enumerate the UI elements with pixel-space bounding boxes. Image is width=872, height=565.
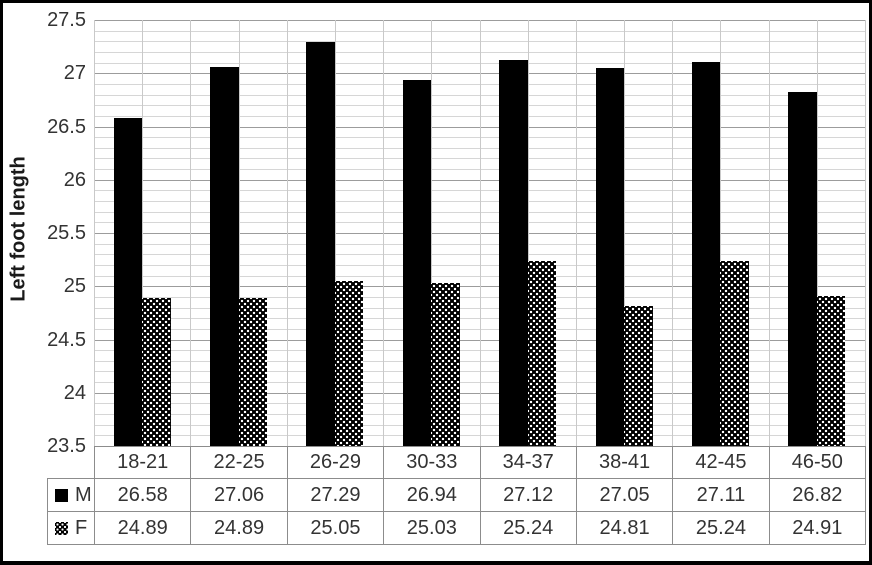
category-label: 18-21 <box>94 446 192 479</box>
gridline-vertical <box>286 20 288 446</box>
y-tick-label: 25.5 <box>47 222 86 244</box>
bar-f-18-21 <box>142 297 171 446</box>
gridline-vertical <box>527 20 529 446</box>
y-tick-label: 23.5 <box>47 435 86 457</box>
category-label: 38-41 <box>575 446 674 479</box>
value-f-38-41: 24.81 <box>575 511 674 545</box>
bar-m-30-33 <box>402 79 432 446</box>
category-label: 22-25 <box>190 446 288 479</box>
gridline-vertical <box>334 20 336 446</box>
y-tick-label: 25 <box>63 275 86 298</box>
legend-key-f: F <box>47 511 95 545</box>
bar-m-34-37 <box>499 60 528 446</box>
value-f-30-33: 25.03 <box>383 511 481 545</box>
value-m-18-21: 26.58 <box>94 478 192 512</box>
value-m-26-29: 27.29 <box>286 478 385 512</box>
category-label: 26-29 <box>286 446 385 479</box>
bar-m-18-21 <box>113 117 143 446</box>
category-label: 34-37 <box>479 446 577 479</box>
category-label: 46-50 <box>768 446 866 479</box>
bar-f-34-37 <box>527 260 557 446</box>
bar-m-38-41 <box>595 67 625 446</box>
gridline-vertical <box>238 20 240 446</box>
y-tick-label: 26.5 <box>47 115 86 138</box>
gridline-vertical <box>768 20 770 446</box>
y-tick-label: 26 <box>63 168 86 191</box>
bar-m-26-29 <box>306 42 335 446</box>
category-label: 30-33 <box>383 446 481 479</box>
value-f-26-29: 25.05 <box>286 511 385 545</box>
gridline-vertical <box>479 20 481 446</box>
bar-m-22-25 <box>210 66 239 446</box>
gridline-vertical <box>816 20 818 446</box>
bar-f-38-41 <box>624 306 653 446</box>
value-f-34-37: 25.24 <box>479 511 577 545</box>
gridline-vertical <box>94 20 95 446</box>
bar-m-46-50 <box>788 92 817 446</box>
gridline-vertical <box>383 20 385 446</box>
value-m-38-41: 27.05 <box>575 478 674 512</box>
value-f-46-50: 24.91 <box>768 511 866 545</box>
bar-f-30-33 <box>431 283 460 446</box>
value-m-46-50: 26.82 <box>768 478 866 512</box>
series-name: M <box>75 483 92 506</box>
value-f-42-45: 25.24 <box>672 511 770 545</box>
series-name: F <box>75 516 88 539</box>
gridline-vertical <box>431 20 433 446</box>
y-tick-label: 27 <box>63 62 86 85</box>
legend-swatch-m-icon <box>55 488 68 502</box>
value-m-42-45: 27.11 <box>672 478 770 512</box>
bar-f-26-29 <box>334 280 364 446</box>
gridline-vertical <box>190 20 192 446</box>
gridline-vertical <box>720 20 722 446</box>
value-m-22-25: 27.06 <box>190 478 288 512</box>
legend-key-m: M <box>47 478 95 512</box>
bar-f-22-25 <box>238 297 268 446</box>
value-m-34-37: 27.12 <box>479 478 577 512</box>
gridline-vertical <box>624 20 626 446</box>
bar-f-46-50 <box>816 295 846 446</box>
gridline-vertical <box>575 20 577 446</box>
gridline-vertical <box>142 20 144 446</box>
bar-m-42-45 <box>691 61 721 446</box>
y-tick-label: 24.5 <box>47 328 86 351</box>
value-f-22-25: 24.89 <box>190 511 288 545</box>
category-label: 42-45 <box>672 446 770 479</box>
y-tick-label: 27.5 <box>47 9 86 31</box>
value-f-18-21: 24.89 <box>94 511 192 545</box>
gridline-vertical <box>672 20 674 446</box>
gridline-vertical <box>865 20 866 446</box>
legend-swatch-f-icon <box>55 521 68 535</box>
value-m-30-33: 26.94 <box>383 478 481 512</box>
bar-f-42-45 <box>720 260 749 446</box>
y-tick-label: 24 <box>63 381 86 404</box>
